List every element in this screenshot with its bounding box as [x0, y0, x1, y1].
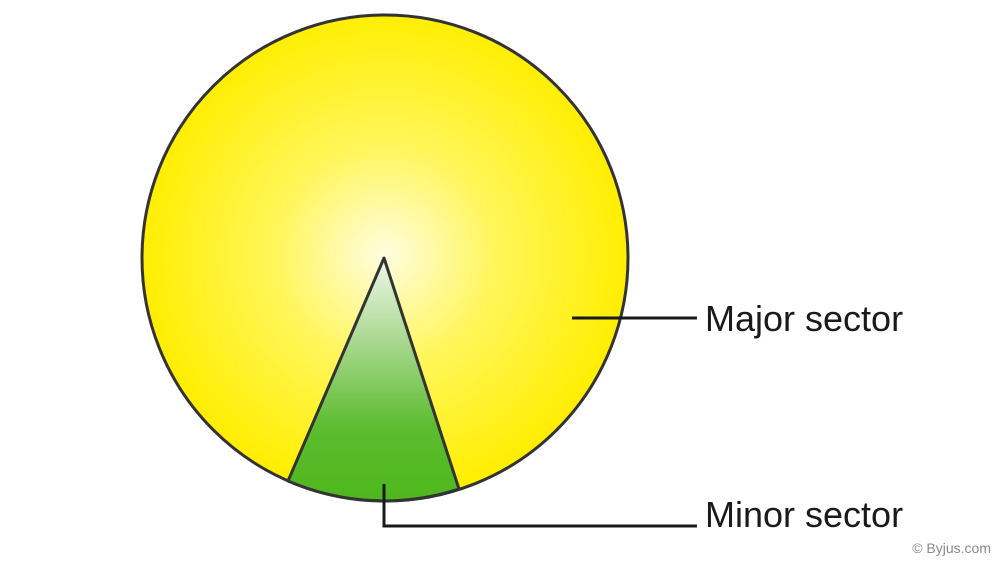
watermark: © Byjus.com [912, 540, 991, 556]
minor-leader-line [382, 484, 697, 528]
minor-sector [286, 256, 461, 503]
major-sector-label: Major sector [705, 298, 903, 339]
minor-sector-label: Minor sector [705, 494, 903, 535]
